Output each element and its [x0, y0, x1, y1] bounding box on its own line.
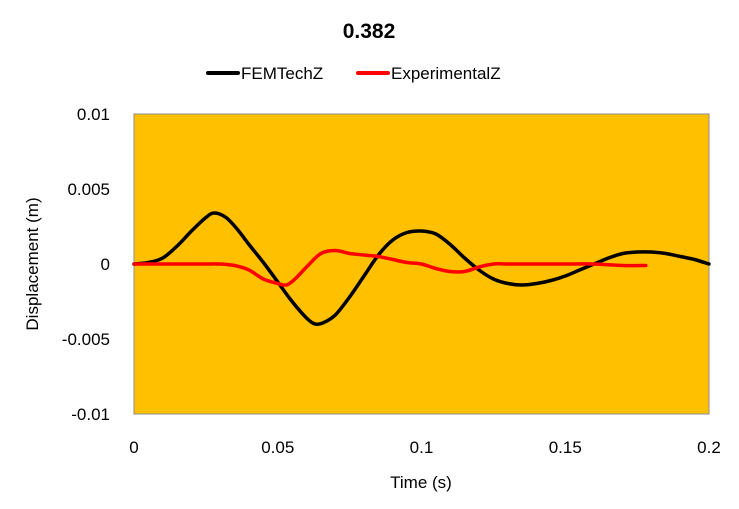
- x-tick-label: 0.15: [549, 438, 582, 457]
- y-axis-label: Displacement (m): [23, 197, 42, 330]
- x-tick-label: 0: [129, 438, 138, 457]
- legend: FEMTechZ ExperimentalZ: [206, 64, 501, 83]
- x-tick-label: 0.2: [697, 438, 721, 457]
- y-tick-label: -0.01: [71, 405, 110, 424]
- y-tick-label: -0.005: [62, 330, 110, 349]
- y-tick-label: 0.01: [77, 105, 110, 124]
- legend-label-experimentalz: ExperimentalZ: [391, 64, 501, 83]
- x-axis-label: Time (s): [390, 473, 452, 492]
- y-tick-label: 0.005: [67, 180, 110, 199]
- x-tick-label: 0.05: [261, 438, 294, 457]
- legend-label-femtechz: FEMTechZ: [241, 64, 323, 83]
- series-line-femtechz: [132, 211, 711, 327]
- y-tick-label: 0: [101, 255, 110, 274]
- x-tick-label: 0.1: [410, 438, 434, 457]
- series-layer: [132, 211, 711, 327]
- chart-title: 0.382: [343, 20, 396, 43]
- x-axis-ticks: 0 0.05 0.1 0.15 0.2: [129, 438, 721, 457]
- y-axis-ticks: 0.01 0.005 0 -0.005 -0.01: [62, 105, 110, 424]
- series-line-experimentalz: [132, 248, 648, 287]
